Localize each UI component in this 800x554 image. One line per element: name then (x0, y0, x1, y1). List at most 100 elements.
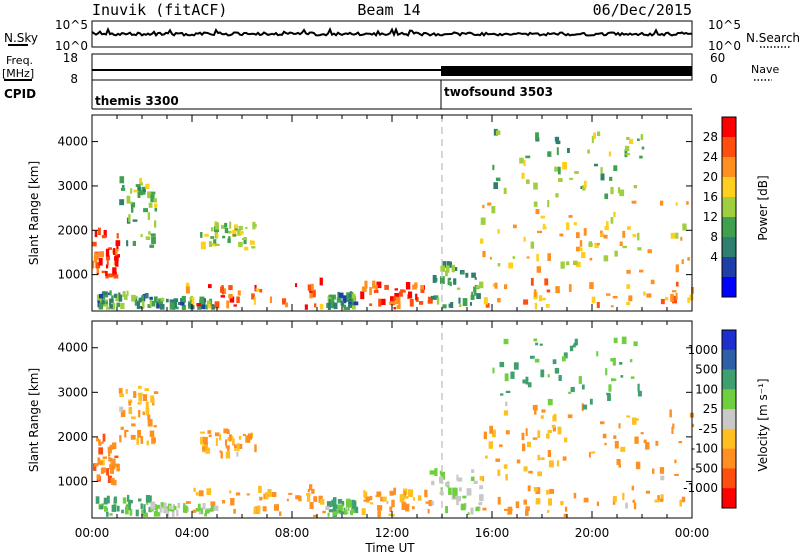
scatter-cell (505, 474, 508, 481)
scatter-cell (548, 498, 552, 506)
scatter-cell (180, 302, 185, 306)
scatter-cell (342, 295, 347, 304)
scatter-cell (104, 506, 107, 512)
scatter-cell (337, 291, 340, 298)
scatter-cell (111, 302, 116, 310)
scatter-cell (258, 485, 262, 493)
scatter-cell (106, 495, 110, 504)
scatter-cell (137, 402, 142, 405)
scatter-cell (515, 501, 520, 509)
scatter-cell (126, 195, 131, 204)
scatter-cell (225, 445, 230, 449)
x-tick-labels: 00:00 04:00 08:00 12:00 16:00 20:00 00:00 (75, 526, 710, 540)
scatter-cell (213, 239, 217, 244)
scatter-cell (558, 375, 562, 381)
scatter-cell (405, 282, 411, 290)
scatter-cell (491, 206, 496, 214)
scatter-cell (106, 511, 109, 517)
scatter-cell (505, 401, 508, 407)
scatter-cell (456, 287, 461, 290)
scatter-cell (142, 188, 146, 193)
scatter-cell (568, 391, 572, 394)
scatter-cell (138, 190, 144, 196)
scatter-cell (412, 284, 417, 290)
scatter-cell (504, 373, 509, 382)
scatter-cell (483, 297, 488, 305)
scatter-cell (160, 502, 164, 509)
scatter-cell (328, 294, 333, 297)
colorbar-tick-label: 20 (703, 170, 718, 184)
scatter-cell (533, 338, 538, 342)
scatter-cell (210, 503, 216, 509)
scatter-cell (331, 294, 336, 300)
scatter-cell (369, 303, 373, 306)
scatter-cell (522, 443, 526, 452)
scatter-cell (587, 149, 590, 154)
scatter-cell (665, 297, 669, 301)
scatter-cell (345, 306, 351, 310)
scatter-cell (109, 464, 114, 470)
scatter-cell (568, 215, 573, 218)
scatter-cell (576, 232, 580, 239)
scatter-cell (373, 289, 379, 293)
scatter-cell (532, 437, 538, 440)
scatter-cell (555, 140, 561, 145)
scatter-cell (643, 291, 646, 296)
scatter-cell (347, 504, 350, 511)
scatter-cell (495, 177, 501, 181)
scatter-cell (140, 182, 143, 186)
scatter-cell (606, 293, 611, 296)
scatter-cell (535, 342, 539, 346)
colorbar-segment (722, 137, 736, 158)
scatter-cell (134, 300, 139, 306)
y-tick-label: 4000 (57, 341, 88, 355)
scatter-cell (555, 193, 559, 198)
scatter-cell (295, 495, 301, 500)
scatter-cell (156, 301, 160, 309)
scatter-cell (141, 509, 146, 516)
nave-tick-top: 60 (710, 51, 725, 65)
scatter-cell (554, 367, 560, 374)
scatter-cell (618, 423, 621, 429)
scatter-cell (241, 238, 247, 240)
scatter-cell (151, 437, 156, 444)
scatter-cell (453, 278, 457, 285)
scatter-cell (154, 203, 158, 207)
scatter-cell (554, 136, 560, 142)
scatter-cell (107, 446, 112, 454)
velocity-colorbar-label: Velocity [m s⁻¹] (756, 378, 770, 471)
scatter-cell (351, 508, 356, 514)
scatter-cell (220, 295, 225, 298)
scatter-cell (215, 438, 218, 446)
scatter-cell (620, 375, 624, 378)
scatter-cell (149, 244, 155, 248)
scatter-cell (251, 246, 256, 249)
scatter-cell (672, 290, 677, 293)
scatter-cell (427, 509, 430, 514)
scatter-cell (660, 494, 664, 502)
scatter-cell (408, 291, 413, 299)
scatter-cell (365, 496, 371, 502)
scatter-cell (440, 265, 446, 272)
scatter-cell (562, 162, 567, 170)
scatter-cell (148, 202, 153, 208)
scatter-cell (132, 219, 138, 222)
scatter-cell (149, 430, 155, 437)
y-tick-label: 1000 (57, 268, 88, 282)
scatter-cell (500, 393, 504, 396)
scatter-cell (562, 356, 566, 362)
cpid-strip: CPID themis 3300 twofsound 3503 (4, 80, 692, 110)
scatter-cell (204, 513, 207, 517)
scatter-cell (439, 470, 443, 475)
scatter-cell (552, 415, 557, 422)
scatter-cell (119, 199, 125, 206)
scatter-cell (129, 201, 133, 204)
scatter-cell (98, 447, 104, 455)
scatter-cell (173, 298, 179, 303)
scatter-cell (133, 295, 138, 299)
scatter-cell (431, 500, 434, 506)
scatter-cell (461, 271, 464, 274)
scatter-cell (116, 505, 120, 512)
scatter-cell (145, 236, 151, 240)
scatter-cell (660, 475, 665, 481)
